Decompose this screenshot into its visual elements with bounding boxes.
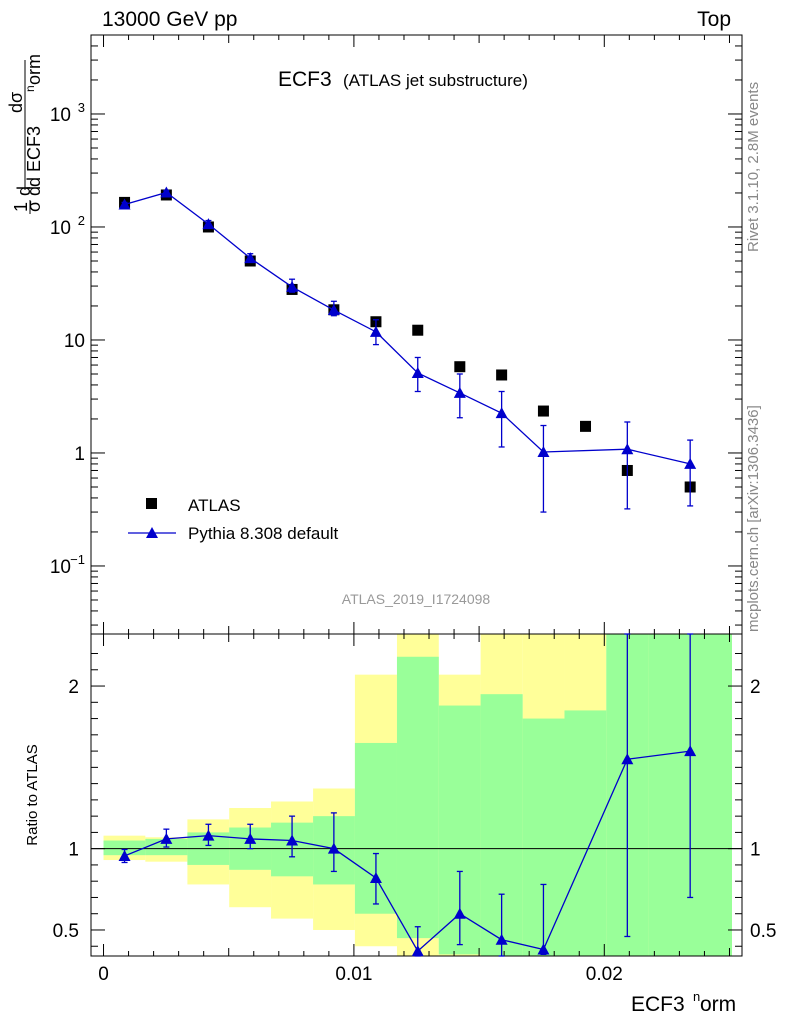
y-tick-label: 10 [50,105,71,126]
x-tick-label: 0.02 [586,964,623,985]
ratio-data-point [327,842,340,854]
pythia-data-point [411,367,424,379]
pythia-data-point [537,446,550,458]
pythia-data-point [244,252,257,264]
pythia-data-point [118,198,131,210]
x-axis-label-base: ECF3 [631,993,685,1016]
y-tick-label: 10 [50,557,71,578]
band-stat-rect [396,656,439,939]
ylabel-decf3: d ECF3 [24,126,44,187]
ratio-data-point [202,829,215,841]
chart-title: ECF3 [278,68,332,91]
band-stat-rect [564,710,607,956]
pythia-data-point [160,186,173,198]
atlas-data-point [580,420,592,432]
ratio-data-point [495,933,508,945]
pythia-line [124,191,691,465]
ratio-y-tick-label: 1 [68,840,79,861]
atlas-data-point [412,324,424,336]
ylabel-sigma: σ [24,201,44,212]
pythia-data-point [286,280,299,292]
ratio-y-tick-label-right: 2 [750,677,761,698]
x-axis-label-tail: orm [700,993,736,1016]
ratio-data-point [684,745,697,757]
x-axis-label-sup: n [693,989,700,1004]
legend-atlas-marker [146,498,157,509]
ratio-data-point [286,834,299,846]
ratio-y-tick-label: 2 [68,677,79,698]
ylabel-orm: orm [24,54,44,85]
ratio-data-point [369,871,382,883]
ratio-data-point [244,832,257,844]
ratio-y-tick-label: 0.5 [53,921,79,942]
y-tick-label: 10 [50,218,71,239]
ratio-y-tick-label-right: 1 [750,840,761,861]
pythia-data-point [621,443,634,455]
y-tick-label: 10 [64,331,85,352]
x-tick-label: 0 [98,964,109,985]
pythia-data-point [684,457,697,469]
y-tick-exponent: 3 [78,100,85,115]
x-tick-label: 0.01 [335,964,372,985]
ratio-data-point [160,832,173,844]
atlas-data-point [537,405,549,417]
mcplots-watermark: mcplots.cern.ch [arXiv:1306.3436] [745,405,762,632]
pythia-data-point [495,407,508,419]
chart-subtitle: (ATLAS jet substructure) [343,71,528,90]
y-tick-exponent: 2 [78,213,85,228]
header-process-label: 13000 GeV pp [102,8,238,31]
ylabel-d: d [14,186,34,196]
atlas-data-point [454,361,466,373]
atlas-data-point [496,369,508,381]
rivet-watermark: Rivet 3.1.10, 2.8M events [745,81,762,252]
ylabel-one: 1 [11,202,31,212]
ylabel-n: n [23,85,37,92]
ratio-data-point [537,943,550,955]
analysis-tag: ATLAS_2019_I1724098 [342,591,491,607]
ratio-data-point [453,907,466,919]
ratio-data-point [118,849,131,861]
pythia-data-point [202,218,215,230]
legend-pythia-label: Pythia 8.308 default [188,524,339,543]
ylabel-dsigma: dσ [6,92,26,113]
legend-atlas-label: ATLAS [188,496,241,515]
ratio-data-point [621,753,634,765]
ratio-y-axis-label: Ratio to ATLAS [24,744,41,845]
ratio-y-tick-label-right: 0.5 [750,921,776,942]
header-top-label: Top [697,8,731,31]
ylabel-d2: d [24,186,44,196]
y-tick-label: 1 [74,444,85,465]
pythia-data-point [327,304,340,316]
pythia-data-point [369,325,382,337]
legend-pythia-marker [146,527,158,538]
ratio-data-point [411,945,424,957]
pythia-data-point [453,386,466,398]
y-tick-exponent: −1 [70,552,85,567]
